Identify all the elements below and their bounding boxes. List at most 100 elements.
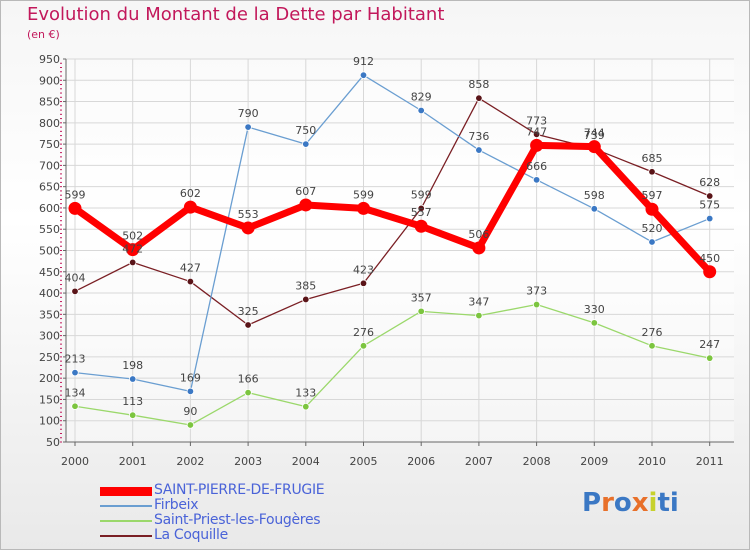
data-point bbox=[302, 140, 310, 148]
data-point bbox=[128, 258, 137, 267]
data-point bbox=[532, 176, 541, 184]
x-tick-label: 2003 bbox=[234, 455, 262, 468]
data-point bbox=[244, 388, 252, 397]
y-tick-label: 50 bbox=[46, 436, 60, 449]
data-point bbox=[532, 130, 541, 139]
data-label: 330 bbox=[584, 303, 605, 316]
legend-swatch bbox=[100, 487, 152, 496]
data-label: 347 bbox=[468, 296, 489, 309]
data-label: 502 bbox=[122, 230, 143, 243]
series-line bbox=[74, 74, 711, 393]
chart-title: Evolution du Montant de la Dette par Hab… bbox=[27, 4, 445, 25]
data-point bbox=[68, 201, 82, 215]
logo-letter: P bbox=[582, 488, 602, 518]
data-point bbox=[645, 202, 659, 216]
y-tick-label: 200 bbox=[39, 372, 60, 385]
data-label: 628 bbox=[699, 176, 720, 189]
y-tick-label: 950 bbox=[39, 53, 60, 66]
data-point bbox=[359, 71, 368, 79]
x-tick-label: 2002 bbox=[176, 455, 204, 468]
x-tick-label: 2000 bbox=[61, 455, 89, 468]
data-label: 276 bbox=[642, 326, 663, 339]
data-point bbox=[475, 94, 483, 102]
data-label: 198 bbox=[122, 359, 143, 372]
data-point bbox=[302, 295, 310, 304]
data-label: 829 bbox=[411, 90, 432, 103]
y-tick-label: 250 bbox=[39, 351, 60, 364]
data-point bbox=[648, 168, 656, 176]
data-label: 744 bbox=[584, 127, 605, 140]
data-label: 325 bbox=[238, 305, 259, 318]
data-label: 373 bbox=[526, 285, 547, 298]
data-label: 213 bbox=[65, 353, 86, 366]
data-label: 575 bbox=[699, 199, 720, 212]
data-label: 385 bbox=[295, 279, 316, 292]
data-label: 404 bbox=[65, 271, 86, 284]
data-point bbox=[648, 342, 656, 350]
y-tick-label: 450 bbox=[39, 266, 60, 279]
data-label: 602 bbox=[180, 187, 201, 200]
logo-letter: r bbox=[601, 488, 614, 518]
x-tick-label: 2009 bbox=[580, 455, 608, 468]
logo-letter: o bbox=[613, 488, 632, 518]
data-label: 427 bbox=[180, 262, 201, 275]
data-point bbox=[475, 311, 483, 320]
data-label: 90 bbox=[183, 405, 197, 418]
data-label: 133 bbox=[295, 387, 316, 400]
x-tick-label: 2005 bbox=[350, 455, 378, 468]
data-point bbox=[648, 238, 656, 246]
data-point bbox=[128, 411, 137, 419]
legend-label: SAINT-PIERRE-DE-FRUGIE bbox=[154, 482, 325, 498]
data-point bbox=[71, 368, 79, 377]
data-point bbox=[417, 106, 425, 115]
data-point bbox=[414, 219, 428, 233]
data-label: 506 bbox=[468, 228, 489, 241]
y-tick-label: 700 bbox=[39, 159, 60, 172]
y-tick-label: 100 bbox=[39, 415, 60, 428]
legend-swatch bbox=[100, 535, 152, 537]
data-point bbox=[357, 201, 370, 215]
data-point bbox=[706, 354, 714, 362]
data-label: 113 bbox=[122, 395, 143, 408]
data-point bbox=[302, 402, 310, 411]
x-tick-label: 2006 bbox=[407, 455, 435, 468]
data-point bbox=[359, 279, 368, 287]
data-point bbox=[186, 387, 195, 396]
data-label: 736 bbox=[468, 130, 489, 143]
data-label: 666 bbox=[526, 160, 547, 173]
data-point bbox=[71, 287, 79, 296]
data-label: 598 bbox=[584, 189, 605, 202]
chart-subtitle: (en €) bbox=[27, 28, 60, 41]
y-tick-label: 300 bbox=[39, 330, 60, 343]
legend-swatch bbox=[100, 520, 152, 522]
data-label: 134 bbox=[65, 386, 86, 399]
data-point bbox=[530, 138, 544, 152]
data-point bbox=[244, 321, 252, 329]
data-label: 790 bbox=[238, 107, 259, 120]
data-label: 472 bbox=[122, 242, 143, 255]
data-label: 557 bbox=[411, 206, 432, 219]
data-point bbox=[706, 214, 714, 223]
data-label: 450 bbox=[699, 252, 720, 265]
data-point bbox=[587, 140, 601, 154]
legend-label: Saint-Priest-les-Fougères bbox=[154, 512, 321, 528]
data-label: 599 bbox=[353, 188, 374, 201]
logo-letter: x bbox=[631, 488, 649, 518]
data-label: 597 bbox=[642, 189, 663, 202]
y-tick-label: 600 bbox=[39, 202, 60, 215]
data-label: 599 bbox=[411, 188, 432, 201]
x-tick-label: 2004 bbox=[292, 455, 320, 468]
data-label: 247 bbox=[699, 338, 720, 351]
data-point bbox=[417, 204, 425, 213]
y-tick-label: 750 bbox=[39, 138, 60, 151]
data-label: 773 bbox=[526, 114, 547, 127]
data-point bbox=[532, 300, 541, 309]
data-label: 599 bbox=[65, 188, 86, 201]
data-point bbox=[186, 277, 195, 286]
y-tick-label: 150 bbox=[39, 393, 60, 406]
data-label: 750 bbox=[295, 124, 316, 137]
legend-label: La Coquille bbox=[154, 527, 228, 543]
legend-label: Firbeix bbox=[154, 497, 199, 513]
data-point bbox=[703, 265, 717, 279]
